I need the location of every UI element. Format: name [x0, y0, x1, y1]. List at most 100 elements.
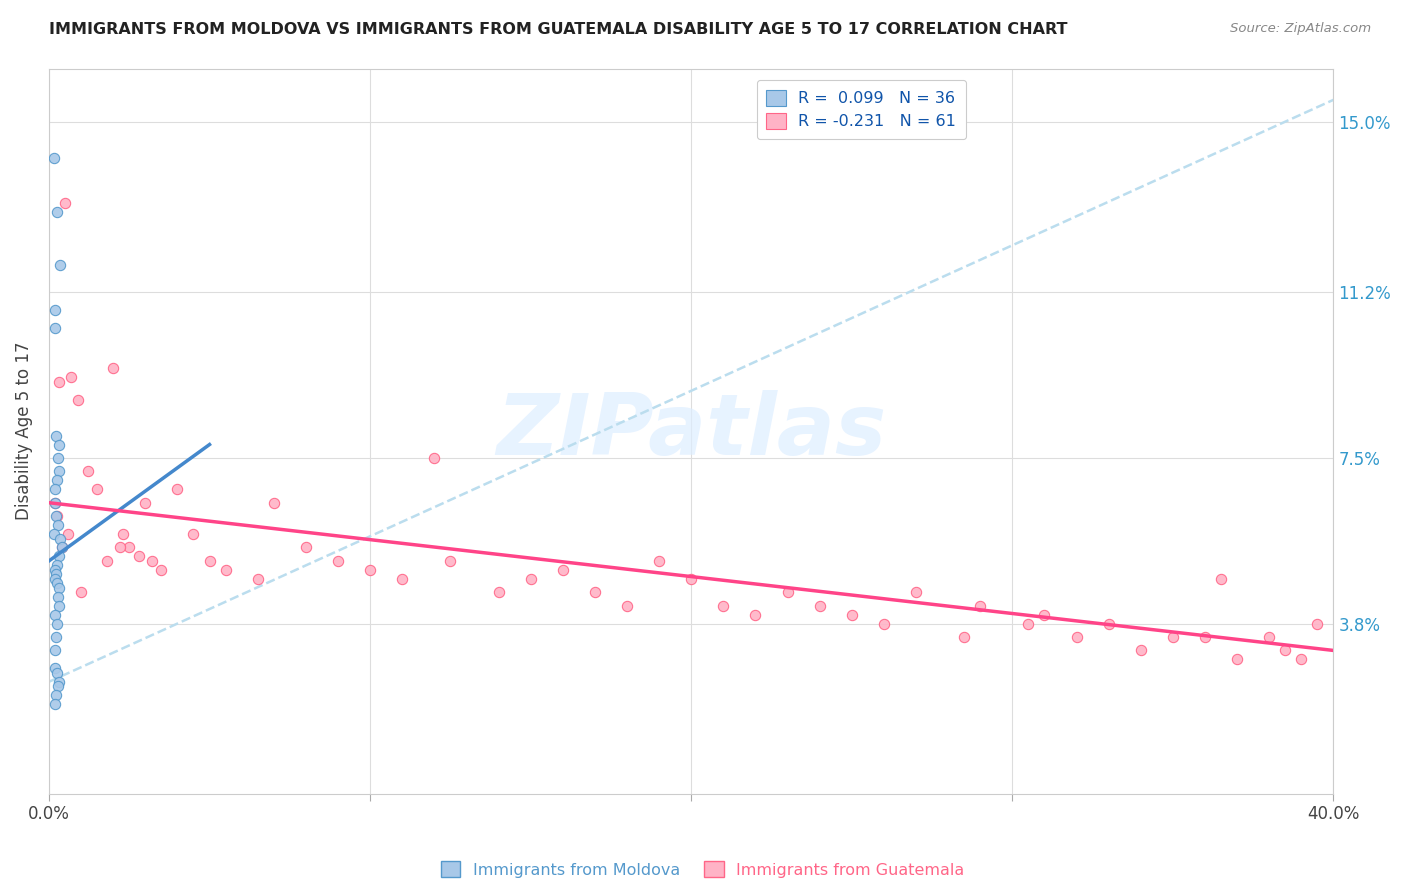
Point	[141, 554, 163, 568]
Point	[44, 483, 66, 497]
Text: Source: ZipAtlas.com: Source: ZipAtlas.com	[1230, 22, 1371, 36]
Point	[46, 590, 69, 604]
Point	[44, 697, 66, 711]
Point	[295, 541, 318, 555]
Point	[744, 607, 766, 622]
Point	[1033, 607, 1056, 622]
Point	[48, 581, 70, 595]
Point	[551, 563, 574, 577]
Point	[46, 450, 69, 465]
Point	[1194, 630, 1216, 644]
Point	[46, 204, 69, 219]
Point	[214, 563, 236, 577]
Point	[44, 661, 66, 675]
Point	[1226, 652, 1249, 666]
Point	[1129, 643, 1152, 657]
Point	[46, 679, 69, 693]
Point	[108, 541, 131, 555]
Point	[583, 585, 606, 599]
Point	[118, 541, 141, 555]
Point	[60, 370, 83, 384]
Point	[44, 496, 66, 510]
Point	[46, 665, 69, 680]
Point	[44, 607, 66, 622]
Point	[359, 563, 381, 577]
Point	[44, 303, 66, 318]
Legend: Immigrants from Moldova, Immigrants from Guatemala: Immigrants from Moldova, Immigrants from…	[434, 855, 972, 884]
Point	[1306, 616, 1329, 631]
Point	[45, 630, 67, 644]
Point	[48, 599, 70, 613]
Point	[53, 195, 76, 210]
Point	[150, 563, 173, 577]
Point	[42, 151, 65, 165]
Point	[711, 599, 734, 613]
Point	[1258, 630, 1281, 644]
Point	[183, 527, 205, 541]
Point	[488, 585, 510, 599]
Point	[44, 563, 66, 577]
Point	[45, 509, 67, 524]
Point	[681, 572, 703, 586]
Point	[326, 554, 349, 568]
Point	[1066, 630, 1088, 644]
Point	[873, 616, 896, 631]
Point	[953, 630, 976, 644]
Point	[1274, 643, 1296, 657]
Point	[841, 607, 863, 622]
Point	[86, 483, 108, 497]
Point	[1017, 616, 1039, 631]
Point	[51, 541, 73, 555]
Point	[46, 616, 69, 631]
Point	[776, 585, 799, 599]
Point	[44, 643, 66, 657]
Point	[246, 572, 269, 586]
Text: IMMIGRANTS FROM MOLDOVA VS IMMIGRANTS FROM GUATEMALA DISABILITY AGE 5 TO 17 CORR: IMMIGRANTS FROM MOLDOVA VS IMMIGRANTS FR…	[49, 22, 1067, 37]
Point	[904, 585, 927, 599]
Point	[45, 567, 67, 582]
Point	[423, 450, 446, 465]
Point	[391, 572, 413, 586]
Point	[263, 496, 285, 510]
Point	[45, 428, 67, 442]
Point	[198, 554, 221, 568]
Point	[48, 674, 70, 689]
Point	[51, 541, 73, 555]
Point	[49, 532, 72, 546]
Point	[46, 518, 69, 533]
Point	[44, 321, 66, 335]
Point	[1097, 616, 1119, 631]
Point	[46, 558, 69, 573]
Point	[58, 527, 80, 541]
Legend: R =  0.099   N = 36, R = -0.231   N = 61: R = 0.099 N = 36, R = -0.231 N = 61	[756, 80, 966, 139]
Point	[76, 464, 98, 478]
Point	[103, 361, 125, 376]
Point	[44, 496, 66, 510]
Point	[808, 599, 831, 613]
Point	[42, 527, 65, 541]
Point	[45, 688, 67, 702]
Point	[48, 549, 70, 564]
Point	[44, 572, 66, 586]
Point	[66, 392, 89, 407]
Point	[969, 599, 991, 613]
Point	[166, 483, 188, 497]
Point	[96, 554, 118, 568]
Y-axis label: Disability Age 5 to 17: Disability Age 5 to 17	[15, 342, 32, 520]
Point	[46, 576, 69, 591]
Point	[439, 554, 461, 568]
Point	[1209, 572, 1232, 586]
Text: ZIPatlas: ZIPatlas	[496, 390, 886, 473]
Point	[128, 549, 150, 564]
Point	[648, 554, 671, 568]
Point	[46, 509, 69, 524]
Point	[48, 437, 70, 451]
Point	[70, 585, 93, 599]
Point	[48, 375, 70, 389]
Point	[1291, 652, 1313, 666]
Point	[46, 473, 69, 487]
Point	[616, 599, 638, 613]
Point	[49, 259, 72, 273]
Point	[48, 464, 70, 478]
Point	[519, 572, 541, 586]
